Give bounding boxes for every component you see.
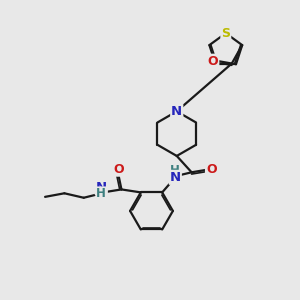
Text: N: N (171, 105, 182, 118)
Text: N: N (96, 181, 107, 194)
Text: H: H (170, 164, 180, 177)
Text: S: S (221, 27, 230, 40)
Text: H: H (96, 188, 106, 200)
Text: N: N (170, 171, 181, 184)
Text: O: O (113, 163, 124, 176)
Text: O: O (208, 55, 218, 68)
Text: O: O (206, 164, 217, 176)
